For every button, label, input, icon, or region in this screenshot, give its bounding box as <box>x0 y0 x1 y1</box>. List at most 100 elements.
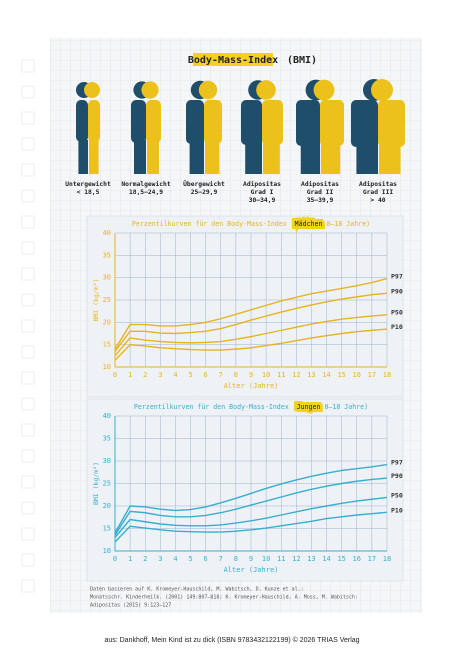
figure <box>76 82 100 174</box>
figure-body <box>186 100 204 144</box>
figure-body <box>146 100 161 143</box>
y-tick-label: 15 <box>103 341 111 349</box>
chart-panel <box>86 398 404 582</box>
x-tick-label: 17 <box>368 371 376 379</box>
y-axis-label: BMI (kg/m²) <box>92 278 100 321</box>
hole <box>21 397 35 411</box>
figure-head <box>198 80 218 100</box>
percentile-line <box>114 511 388 543</box>
y-tick-label: 15 <box>103 525 111 533</box>
source-line: Daten basieren auf K. Kromeyer-Hauschild… <box>90 587 304 593</box>
y-tick-label: 35 <box>103 435 111 443</box>
y-tick-label: 30 <box>103 274 111 282</box>
x-tick-label: 6 <box>204 371 208 379</box>
x-tick-label: 11 <box>277 371 285 379</box>
x-tick-label: 9 <box>249 555 253 563</box>
x-tick-label: 16 <box>353 371 361 379</box>
x-tick-label: 2 <box>143 555 147 563</box>
category-label: 35–39,9 <box>307 197 334 204</box>
percentile-line <box>114 463 388 534</box>
hole <box>21 475 35 489</box>
figure-legs <box>379 140 401 174</box>
figure-body <box>262 100 283 145</box>
x-tick-label: 0 <box>113 371 117 379</box>
x-tick-label: 11 <box>277 555 285 563</box>
x-tick-label: 4 <box>173 371 177 379</box>
y-tick-label: 10 <box>103 547 111 555</box>
figure <box>296 79 344 174</box>
hole <box>21 371 35 385</box>
hole <box>21 527 35 541</box>
hole <box>21 137 35 151</box>
chart-title: Perzentilkurven für den Body-Mass-Index … <box>134 403 368 411</box>
figure-legs <box>78 140 88 174</box>
x-tick-label: 5 <box>188 555 192 563</box>
x-tick-label: 2 <box>143 371 147 379</box>
figure-head <box>84 82 100 98</box>
category-label: Adipositas <box>301 180 339 188</box>
hole <box>21 293 35 307</box>
y-tick-label: 10 <box>103 363 111 371</box>
figures: Untergewicht< 18,5 Normalgewicht18,5–24,9… <box>65 79 405 204</box>
category-label: 30–34,9 <box>249 197 276 204</box>
hole <box>21 579 35 593</box>
hole <box>21 345 35 359</box>
hole <box>21 59 35 73</box>
x-tick-label: 15 <box>337 555 345 563</box>
title: Body-Mass-Index <box>188 55 278 66</box>
y-tick-label: 25 <box>103 480 111 488</box>
hole <box>21 163 35 177</box>
x-tick-label: 14 <box>322 371 330 379</box>
x-tick-label: 12 <box>292 371 300 379</box>
x-tick-label: 3 <box>158 555 162 563</box>
figure-legs <box>189 140 204 174</box>
category-label: Normalgewicht <box>121 180 170 188</box>
x-tick-label: 15 <box>337 371 345 379</box>
chart-title-part: Perzentilkurven für den Body-Mass-Index … <box>134 403 297 411</box>
source: Daten basieren auf K. Kromeyer-Hauschild… <box>90 587 358 609</box>
x-tick-label: 8 <box>234 371 238 379</box>
x-tick-label: 9 <box>249 371 253 379</box>
x-tick-label: 7 <box>219 555 223 563</box>
figure-body <box>378 100 405 147</box>
x-tick-label: 16 <box>353 555 361 563</box>
series-label: P97 <box>391 273 403 281</box>
title-highlight <box>193 53 273 66</box>
source-line: Monatsschr. Kinderheilk. (2001) 149:807–… <box>90 595 358 601</box>
y-tick-label: 40 <box>103 229 111 237</box>
x-tick-label: 4 <box>173 555 177 563</box>
y-tick-label: 30 <box>103 457 111 465</box>
figure-legs <box>134 140 146 174</box>
category-label: Grad III <box>363 189 394 196</box>
figure <box>186 80 222 174</box>
x-axis-label: Alter (Jahre) <box>224 566 279 574</box>
x-tick-label: 18 <box>383 555 391 563</box>
category-label: > 40 <box>370 197 385 204</box>
chart-title-part: 0–18 Jahre) <box>320 403 368 411</box>
charts: Perzentilkurven für den Body-Mass-Index … <box>86 215 404 582</box>
x-tick-label: 1 <box>128 371 132 379</box>
percentile-line <box>114 477 388 536</box>
hole <box>21 111 35 125</box>
category-label: Adipositas <box>243 180 281 188</box>
x-tick-label: 7 <box>219 371 223 379</box>
x-tick-label: 5 <box>188 371 192 379</box>
x-tick-label: 1 <box>128 555 132 563</box>
x-tick-label: 10 <box>262 371 270 379</box>
y-axis-label: BMI (kg/m²) <box>92 462 100 505</box>
x-tick-label: 6 <box>204 555 208 563</box>
category-label: Adipositas <box>359 180 397 188</box>
figure-body <box>296 100 320 146</box>
x-tick-label: 18 <box>383 371 391 379</box>
chart-title: Perzentilkurven für den Body-Mass-Index … <box>132 220 370 228</box>
figure <box>351 79 405 174</box>
hole <box>21 267 35 281</box>
figure-head <box>141 81 159 99</box>
binder-holes <box>21 59 35 593</box>
chart-title-part: Perzentilkurven für den Body-Mass-Index … <box>132 220 295 228</box>
series-label: P10 <box>391 506 403 514</box>
figure-legs <box>205 140 220 174</box>
y-tick-label: 20 <box>103 318 111 326</box>
figure-head <box>371 79 393 101</box>
